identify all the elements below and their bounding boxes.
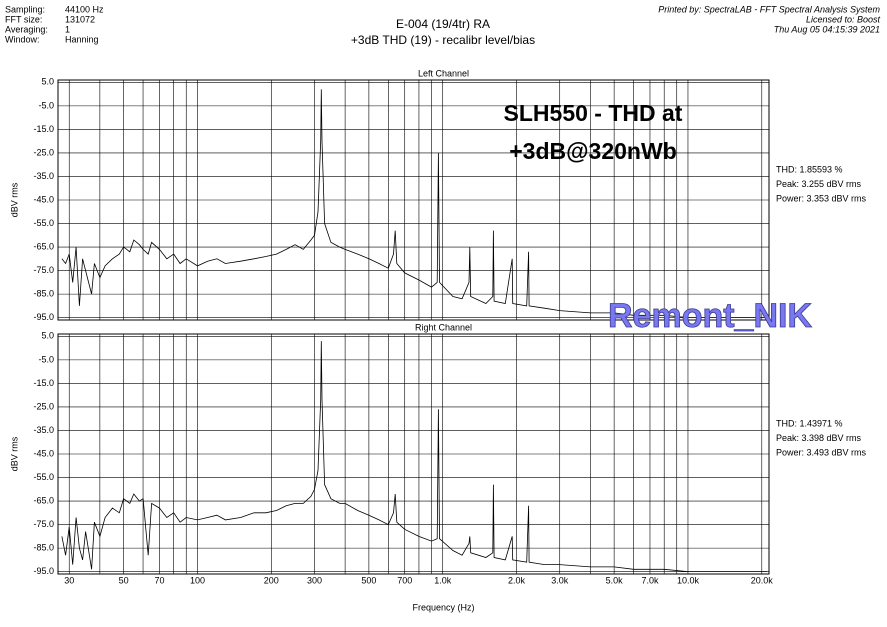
stats-text: Power: 3.493 dBV rms xyxy=(776,447,867,457)
x-tick-label: 5.0k xyxy=(606,575,624,585)
y-tick-label: -35.0 xyxy=(33,425,54,435)
printed-by: Printed by: SpectraLAB - FFT Spectral An… xyxy=(658,4,880,14)
info-label: Sampling: xyxy=(5,4,45,14)
chart-title: Right Channel xyxy=(415,322,472,332)
y-tick-label: -95.0 xyxy=(33,312,54,322)
x-tick-label: 500 xyxy=(361,575,376,585)
y-tick-label: -85.0 xyxy=(33,542,54,552)
spectrum-line xyxy=(61,89,767,318)
y-tick-label: 5.0 xyxy=(41,77,54,87)
x-tick-label: 700 xyxy=(397,575,412,585)
report-subtitle: +3dB THD (19) - recalibr level/bias xyxy=(351,33,535,47)
info-label: Averaging: xyxy=(5,24,48,34)
stats-text: Power: 3.353 dBV rms xyxy=(776,193,867,203)
chart-title: Left Channel xyxy=(418,68,469,78)
x-tick-label: 3.0k xyxy=(551,575,569,585)
y-tick-label: -25.0 xyxy=(33,147,54,157)
y-tick-label: 5.0 xyxy=(41,331,54,341)
info-value: 44100 Hz xyxy=(65,4,104,14)
y-tick-label: -85.0 xyxy=(33,288,54,298)
y-tick-label: -55.0 xyxy=(33,218,54,228)
x-tick-label: 7.0k xyxy=(641,575,659,585)
y-tick-label: -65.0 xyxy=(33,241,54,251)
x-axis-label: Frequency (Hz) xyxy=(412,602,474,612)
x-tick-label: 100 xyxy=(190,575,205,585)
stats-text: THD: 1.85593 % xyxy=(776,164,843,174)
y-tick-label: -15.0 xyxy=(33,124,54,134)
y-tick-label: -95.0 xyxy=(33,566,54,576)
info-label: FFT size: xyxy=(5,14,42,24)
info-value: 1 xyxy=(65,24,70,34)
x-tick-label: 2.0k xyxy=(508,575,526,585)
info-value: Hanning xyxy=(65,34,99,44)
y-tick-label: -25.0 xyxy=(33,401,54,411)
y-axis-label: dBV rms xyxy=(9,436,19,471)
y-tick-label: -65.0 xyxy=(33,495,54,505)
spectrum-line xyxy=(61,341,767,572)
y-tick-label: -75.0 xyxy=(33,265,54,275)
info-label: Window: xyxy=(5,34,40,44)
stats-text: THD: 1.43971 % xyxy=(776,418,843,428)
x-tick-label: 300 xyxy=(307,575,322,585)
printed-by: Thu Aug 05 04:15:39 2021 xyxy=(774,24,880,34)
y-tick-label: -75.0 xyxy=(33,519,54,529)
y-tick-label: -45.0 xyxy=(33,194,54,204)
watermark: Remont_NIK xyxy=(608,297,812,335)
x-tick-label: 200 xyxy=(264,575,279,585)
y-tick-label: -5.0 xyxy=(38,100,54,110)
y-tick-label: -35.0 xyxy=(33,171,54,181)
annotation: SLH550 - THD at xyxy=(504,100,683,126)
x-tick-label: 30 xyxy=(64,575,74,585)
info-value: 131072 xyxy=(65,14,95,24)
x-tick-label: 20.0k xyxy=(751,575,774,585)
y-tick-label: -15.0 xyxy=(33,378,54,388)
printed-by: Licensed to: Boost xyxy=(806,14,881,24)
x-tick-label: 10.0k xyxy=(677,575,700,585)
annotation: +3dB@320nWb xyxy=(509,138,677,164)
y-tick-label: -5.0 xyxy=(38,354,54,364)
x-tick-label: 70 xyxy=(154,575,164,585)
x-tick-label: 50 xyxy=(119,575,129,585)
y-tick-label: -55.0 xyxy=(33,472,54,482)
y-axis-label: dBV rms xyxy=(9,182,19,217)
y-tick-label: -45.0 xyxy=(33,448,54,458)
x-tick-label: 1.0k xyxy=(434,575,452,585)
report-title: E-004 (19/4tr) RA xyxy=(396,17,490,31)
stats-text: Peak: 3.255 dBV rms xyxy=(776,179,862,189)
stats-text: Peak: 3.398 dBV rms xyxy=(776,433,862,443)
